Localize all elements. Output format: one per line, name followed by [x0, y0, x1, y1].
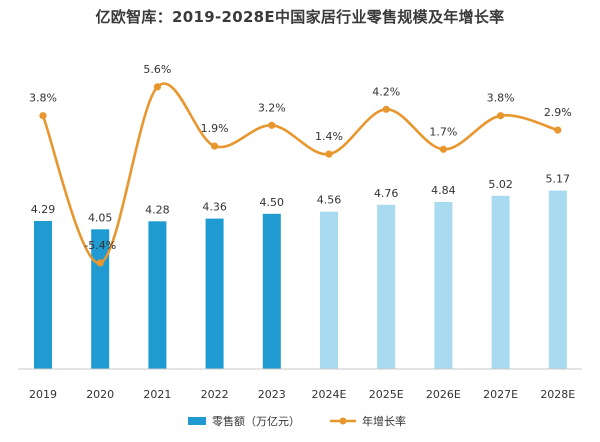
growth-value-label: 5.6% — [143, 63, 171, 76]
growth-rate-line — [41, 82, 559, 265]
x-tick-label: 2023 — [258, 388, 286, 401]
x-tick-label: 2024E — [312, 388, 347, 401]
x-tick-label: 2019 — [29, 388, 57, 401]
x-tick-label: 2020 — [86, 388, 114, 401]
bar-2020 — [91, 229, 110, 369]
x-tick-label: 2025E — [369, 388, 404, 401]
bar-value-label: 5.02 — [488, 178, 513, 191]
bar-value-label: 4.56 — [317, 194, 342, 207]
bar-value-label: 4.84 — [431, 184, 456, 197]
growth-point-2023 — [268, 121, 276, 129]
bar-value-label: 4.76 — [374, 187, 399, 200]
bar-value-label: 4.28 — [145, 203, 170, 216]
growth-point-2022 — [211, 142, 219, 150]
bar-2024E — [320, 211, 338, 369]
bar-2028E — [548, 190, 567, 369]
x-tick-label: 2021 — [143, 388, 171, 401]
bar-2025E — [377, 204, 396, 369]
bar-2023 — [262, 213, 281, 369]
x-tick-labels: 2019 2020 2021 2022 2023 2024E 2025E 2026E 2027E… — [29, 388, 575, 401]
x-tick-label: 2027E — [483, 388, 518, 401]
growth-value-label: 4.2% — [372, 85, 400, 98]
growth-point-2019 — [39, 112, 47, 120]
legend-line-label: 年增长率 — [362, 414, 406, 428]
growth-value-label: 3.8% — [487, 92, 515, 105]
bar-value-label: 4.50 — [260, 196, 285, 209]
growth-value-label: 1.4% — [315, 130, 343, 143]
bar-value-label: 5.17 — [546, 173, 571, 186]
bar-2021 — [148, 221, 167, 369]
x-tick-label: 2022 — [201, 388, 229, 401]
growth-value-label: 1.9% — [201, 122, 229, 135]
bar-2019 — [34, 221, 52, 369]
growth-point-2024E — [325, 150, 333, 158]
growth-value-label: -5.4% — [84, 239, 116, 252]
bar-value-label: 4.05 — [88, 211, 113, 224]
legend-line-marker — [339, 417, 347, 425]
growth-point-2021 — [153, 83, 161, 91]
bar-2026E — [434, 202, 453, 369]
bar-value-label: 4.36 — [202, 201, 227, 214]
x-tick-label: 2026E — [426, 388, 461, 401]
growth-point-2027E — [497, 112, 505, 120]
legend-bar-label: 零售额（万亿元） — [212, 414, 300, 428]
bar-2027E — [491, 195, 510, 369]
growth-value-label: 3.2% — [258, 101, 286, 114]
chart-title: 亿欧智库：2019-2028E中国家居行业零售规模及年增长率 — [95, 8, 505, 26]
bars-layer: 4.29 4.05 4.28 4.36 4.50 4.56 4.76 4.84 5.02 5.17 — [31, 173, 570, 369]
growth-point-2025E — [382, 105, 390, 113]
x-tick-label: 2028E — [540, 388, 575, 401]
growth-line-layer: 3.8% -5.4% 5.6% 1.9% 3.2% 1.4% 4.2% 1.7% 3.8% 2.9… — [29, 63, 572, 267]
bar-2022 — [205, 218, 224, 369]
growth-point-2028E — [554, 126, 562, 134]
growth-point-2020 — [96, 259, 104, 267]
growth-value-label: 2.9% — [544, 106, 572, 119]
growth-value-label: 1.7% — [429, 125, 457, 138]
growth-point-2026E — [439, 145, 447, 153]
legend: 零售额（万亿元） 年增长率 — [188, 414, 406, 428]
legend-bar-swatch — [188, 417, 206, 425]
growth-value-label: 3.8% — [29, 92, 57, 105]
bar-value-label: 4.29 — [31, 203, 56, 216]
